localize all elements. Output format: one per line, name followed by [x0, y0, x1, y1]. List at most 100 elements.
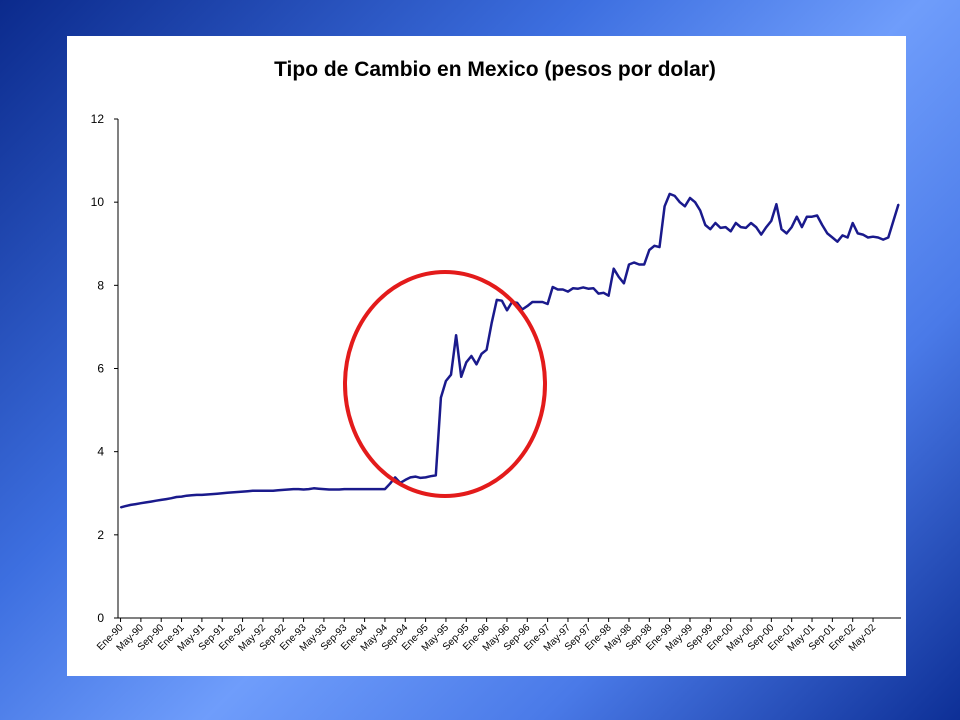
data-point: [155, 500, 157, 502]
x-axis-ticks: Ene-90May-90Sep-90Ene-91May-91Sep-91Ene-…: [95, 618, 878, 654]
y-tick-label: 4: [97, 445, 104, 459]
data-point: [125, 505, 127, 507]
data-point: [419, 477, 422, 479]
data-point: [277, 489, 279, 491]
data-point: [292, 488, 294, 490]
y-axis-ticks: 0 2 4 6 8 10 12: [91, 112, 118, 625]
data-point: [633, 261, 635, 264]
data-point: [384, 488, 386, 490]
data-point: [186, 495, 188, 497]
data-point: [358, 488, 361, 490]
data-point: [445, 380, 447, 382]
data-point: [318, 488, 320, 490]
data-point: [674, 195, 676, 197]
y-tick-label: 10: [91, 195, 105, 209]
data-point: [735, 222, 737, 224]
data-point: [328, 488, 330, 491]
data-point: [836, 241, 839, 243]
data-point: [592, 287, 595, 289]
data-point: [526, 305, 528, 307]
data-point: [796, 216, 798, 218]
data-point: [119, 506, 122, 508]
data-point: [664, 205, 666, 207]
data-point: [648, 249, 650, 251]
data-point: [847, 236, 849, 239]
data-point: [572, 287, 574, 289]
data-point: [506, 309, 508, 311]
data-point: [679, 201, 681, 203]
data-point: [811, 216, 813, 218]
data-point: [282, 489, 284, 491]
series-line: [120, 192, 900, 509]
data-point: [211, 493, 213, 495]
data-point: [628, 263, 630, 266]
y-tick-label: 8: [97, 278, 104, 292]
data-point: [791, 226, 793, 228]
data-point: [709, 228, 711, 230]
chart-title: Tipo de Cambio en Mexico (pesos por dola…: [274, 58, 716, 81]
data-point: [745, 227, 747, 229]
data-point: [557, 288, 559, 291]
data-point: [353, 488, 355, 490]
data-point: [297, 488, 300, 490]
data-point: [231, 491, 233, 493]
y-tick-label: 0: [97, 611, 104, 625]
data-point: [333, 488, 335, 491]
data-point: [831, 236, 834, 239]
data-point: [658, 246, 661, 248]
y-tick-label: 12: [91, 112, 105, 126]
data-point: [170, 497, 172, 499]
data-point: [882, 239, 884, 241]
data-point: [852, 222, 854, 224]
data-point: [242, 491, 244, 493]
data-point: [862, 234, 864, 236]
data-point: [608, 295, 610, 297]
data-point: [801, 226, 803, 228]
data-point: [872, 236, 874, 238]
data-point: [369, 488, 371, 490]
data-point: [338, 488, 340, 491]
data-point: [196, 494, 198, 496]
data-point: [450, 374, 452, 376]
data-point: [257, 490, 259, 492]
data-point: [206, 493, 208, 496]
data-point: [389, 483, 391, 485]
data-point: [343, 488, 345, 490]
data-point: [577, 288, 579, 290]
data-point: [826, 232, 828, 234]
y-tick-label: 2: [97, 528, 104, 542]
highlight-circle: [343, 270, 547, 498]
data-point: [816, 214, 818, 217]
data-point: [460, 376, 462, 378]
data-point: [760, 234, 762, 236]
data-point: [160, 499, 162, 501]
data-point: [618, 276, 620, 278]
data-point: [699, 209, 701, 212]
data-point: [496, 299, 498, 301]
data-point: [669, 193, 671, 195]
data-point: [821, 224, 823, 226]
data-point: [892, 220, 895, 222]
data-point: [653, 245, 656, 247]
data-point: [643, 263, 645, 266]
data-point: [770, 220, 772, 222]
data-point: [247, 490, 249, 492]
data-point: [877, 236, 879, 239]
data-point: [430, 475, 432, 477]
data-point: [394, 476, 396, 478]
data-point: [689, 197, 691, 199]
data-point: [613, 268, 615, 270]
data-point: [470, 355, 472, 357]
data-point: [694, 201, 696, 203]
data-point: [887, 236, 889, 239]
data-point: [252, 490, 254, 492]
data-point: [480, 353, 483, 355]
data-point: [475, 363, 478, 365]
data-point: [714, 222, 717, 224]
data-point: [725, 226, 727, 228]
data-point: [536, 301, 539, 303]
data-point: [165, 498, 167, 500]
data-point: [181, 496, 183, 498]
data-point: [562, 288, 564, 291]
data-point: [313, 487, 315, 489]
